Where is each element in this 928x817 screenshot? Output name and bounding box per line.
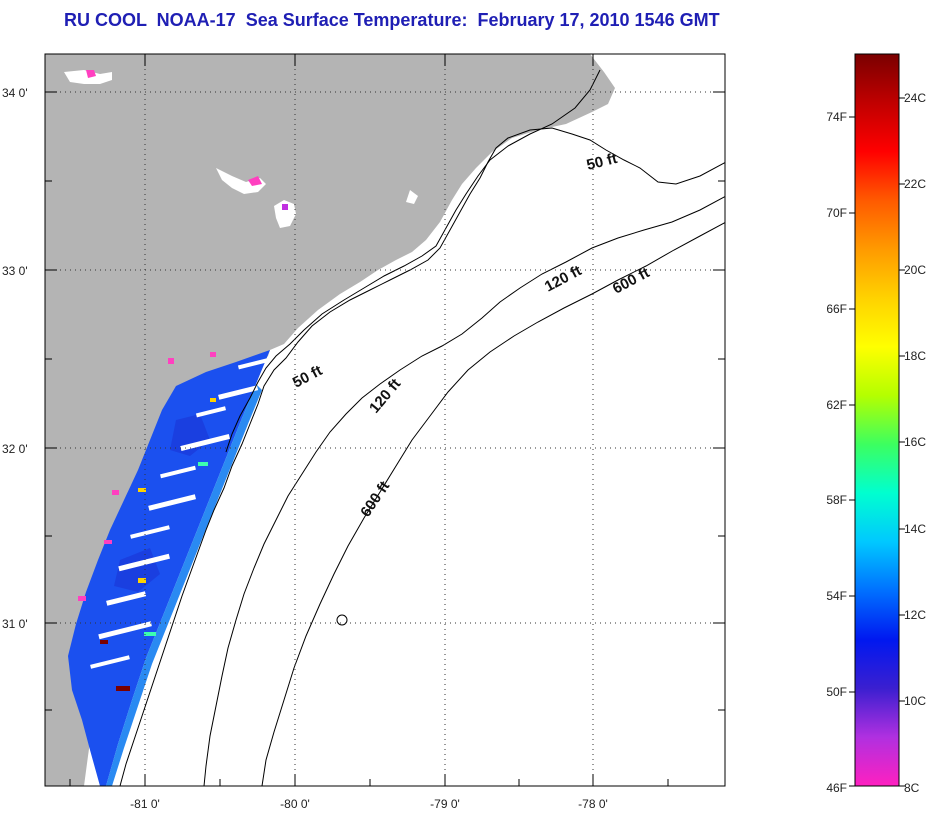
inland-water-3	[274, 200, 296, 228]
colorbar-f-66: 66F	[826, 302, 847, 316]
colorbar-ramp	[854, 53, 900, 787]
warm-pixel-6	[116, 686, 130, 691]
warm-pixel-7	[100, 640, 108, 644]
colorbar-f-50: 50F	[826, 685, 847, 699]
map-ticks	[45, 54, 725, 786]
colorbar-c-22: 22C	[904, 177, 926, 191]
inland-water-4	[406, 190, 418, 204]
lon-label-78: -78 0'	[578, 797, 608, 811]
inland-water-2	[216, 168, 266, 194]
colorbar-f-46: 46F	[826, 781, 847, 795]
lon-label-80: -80 0'	[280, 797, 310, 811]
warm-pixel-2	[138, 488, 146, 492]
warm-pixel-3	[138, 578, 146, 583]
isobath-50ft	[119, 127, 725, 786]
estuary-warm-3	[282, 204, 288, 210]
colorbar-c-14: 14C	[904, 522, 926, 536]
isobath-600ft	[261, 221, 725, 786]
colorbar-c-12: 12C	[904, 608, 926, 622]
map-panel: 50 ft 50 ft 120 ft 120 ft 600 ft 600 ft	[2, 53, 726, 811]
colorbar-f-74: 74F	[826, 110, 847, 124]
lat-label-33: 33 0'	[2, 264, 28, 278]
sst-swath-light-band	[106, 384, 262, 786]
colorbar-c-8: 8C	[904, 781, 920, 795]
warm-pixel-5	[144, 632, 156, 636]
warm-pixel-8	[104, 540, 112, 544]
warm-pixel-10	[210, 352, 216, 357]
warm-pixel-4	[198, 462, 208, 466]
warm-pixel-1	[210, 398, 216, 402]
temperature-colorbar: 74F 70F 66F 62F 58F 54F 50F 46F 24C 22C …	[826, 53, 926, 795]
lon-label-81: -81 0'	[130, 797, 160, 811]
colorbar-c-24: 24C	[904, 91, 926, 105]
map-frame	[44, 53, 726, 787]
warm-pixel-11	[78, 596, 86, 601]
estuary-warm-2	[248, 176, 262, 186]
estuary-warm-1	[86, 70, 96, 78]
colorbar-f-70: 70F	[826, 206, 847, 220]
lat-label-34: 34 0'	[2, 86, 28, 100]
warm-pixel-12	[112, 490, 119, 495]
colorbar-f-62: 62F	[826, 398, 847, 412]
sst-swath-body	[68, 350, 270, 786]
seamount-contour	[336, 614, 348, 626]
warm-pixel-9	[168, 358, 174, 364]
colorbar-f-54: 54F	[826, 589, 847, 603]
sst-swath	[68, 350, 270, 786]
colorbar-c-16: 16C	[904, 435, 926, 449]
colorbar-c-20: 20C	[904, 263, 926, 277]
cloud-gaps	[90, 358, 269, 669]
colorbar-f-58: 58F	[826, 493, 847, 507]
graticule	[45, 54, 725, 786]
colorbar-c-18: 18C	[904, 349, 926, 363]
isobath-120ft	[203, 195, 725, 786]
land-mass	[45, 54, 615, 786]
lat-label-31: 31 0'	[2, 617, 28, 631]
map-title: RU COOL NOAA-17 Sea Surface Temperature:…	[64, 10, 720, 30]
coastline	[225, 69, 601, 453]
lon-label-79: -79 0'	[430, 797, 460, 811]
lat-label-32: 32 0'	[2, 442, 28, 456]
isobath-label-50ft-north: 50 ft	[585, 150, 619, 174]
colorbar-ticks	[849, 97, 905, 787]
colorbar-c-10: 10C	[904, 694, 926, 708]
